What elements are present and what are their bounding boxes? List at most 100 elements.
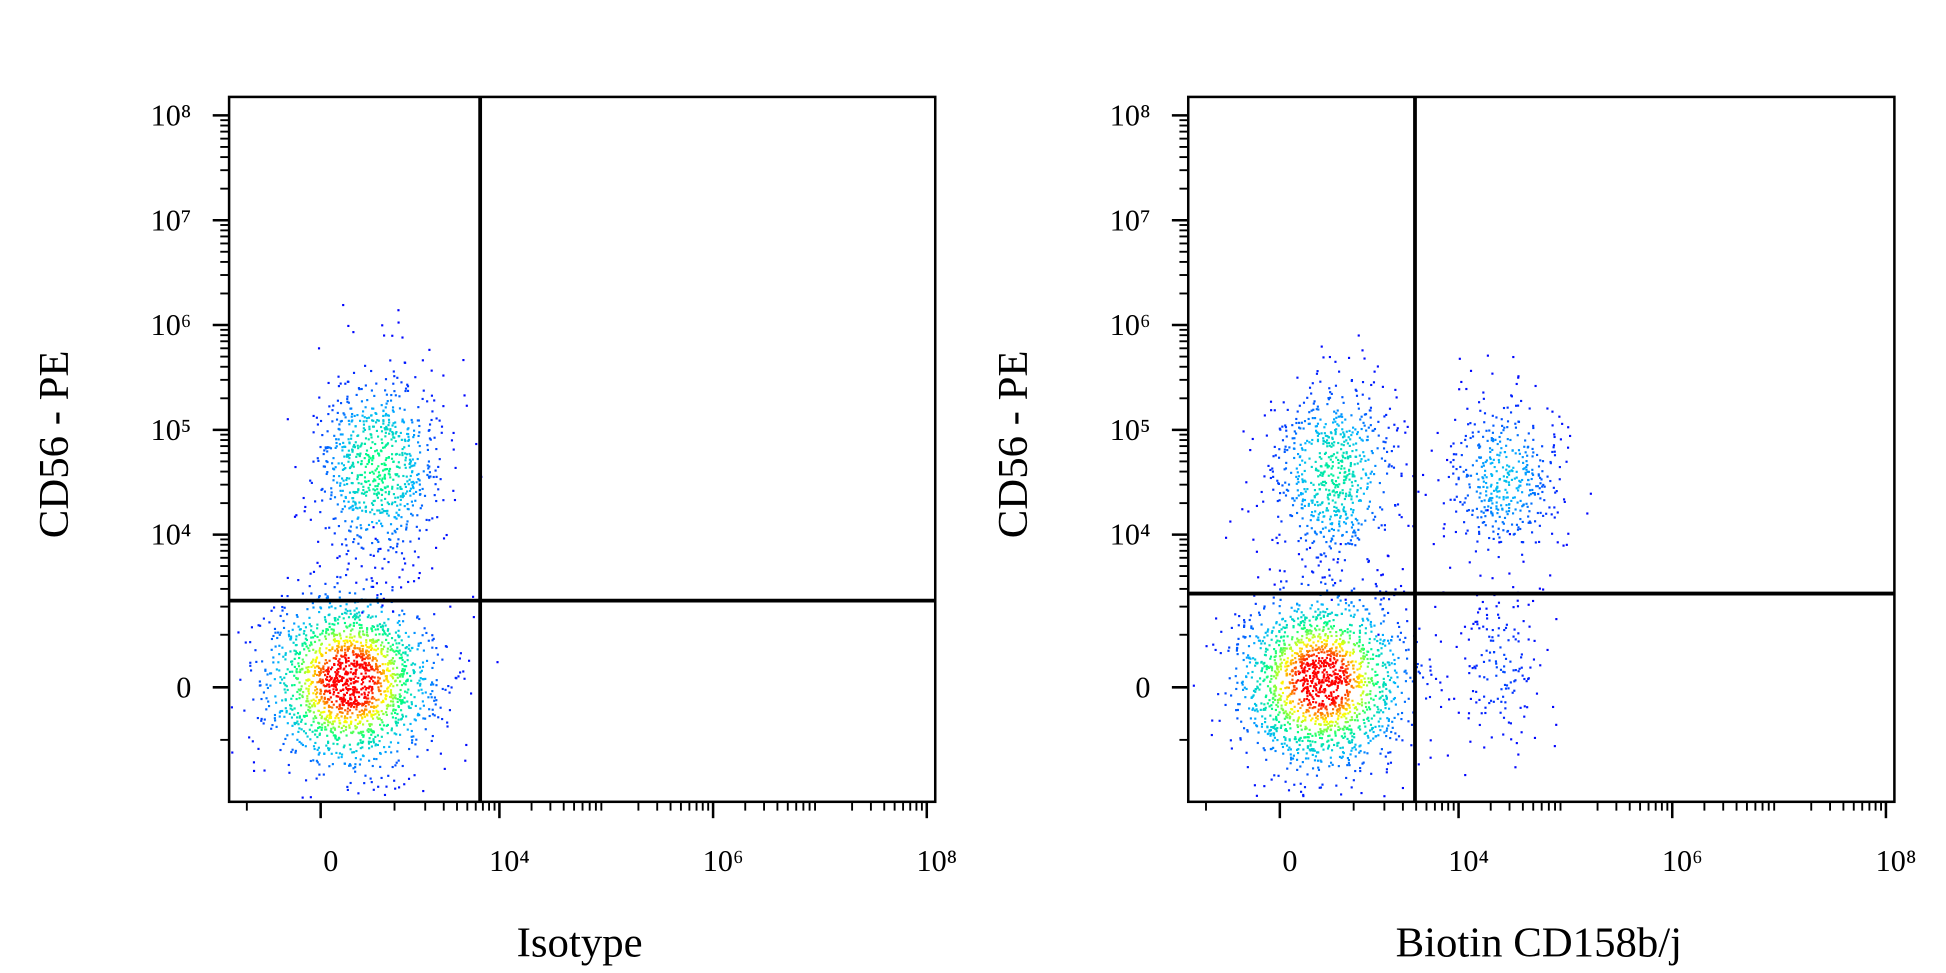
event-dot bbox=[421, 677, 424, 681]
event-dot bbox=[318, 565, 321, 568]
event-dot bbox=[1298, 421, 1301, 424]
event-dot bbox=[386, 732, 389, 735]
event-dot bbox=[254, 649, 257, 652]
event-dot bbox=[406, 654, 409, 657]
event-dot bbox=[1290, 514, 1294, 518]
event-dot bbox=[317, 459, 320, 462]
event-dot bbox=[1374, 682, 1377, 685]
event-dot bbox=[1301, 739, 1304, 743]
event-dot bbox=[1278, 499, 1281, 502]
event-dot bbox=[342, 639, 345, 643]
event-dot bbox=[344, 648, 347, 651]
event-dot bbox=[1362, 468, 1365, 471]
event-dot bbox=[382, 469, 385, 472]
event-dot bbox=[373, 394, 376, 398]
event-dot bbox=[1418, 672, 1421, 675]
event-dot bbox=[1343, 677, 1346, 680]
event-dot bbox=[1356, 609, 1359, 612]
event-dot bbox=[332, 680, 335, 684]
event-dot bbox=[399, 680, 402, 683]
event-dot bbox=[430, 739, 433, 743]
event-dot bbox=[1353, 671, 1356, 674]
event-dot bbox=[397, 309, 400, 312]
event-dot bbox=[378, 664, 382, 668]
event-dot bbox=[353, 446, 356, 449]
event-dot bbox=[342, 668, 345, 671]
event-dot bbox=[1393, 716, 1396, 719]
event-dot bbox=[417, 441, 420, 444]
event-dot bbox=[308, 623, 311, 626]
event-dot bbox=[1328, 721, 1332, 724]
event-dot bbox=[1326, 589, 1329, 592]
event-dot bbox=[380, 649, 383, 652]
event-dot bbox=[1267, 464, 1270, 467]
event-dot bbox=[347, 449, 350, 452]
event-dot bbox=[328, 643, 331, 646]
event-dot bbox=[1303, 669, 1306, 672]
event-dot bbox=[459, 671, 462, 674]
event-dot bbox=[362, 420, 365, 423]
event-dot bbox=[363, 633, 366, 636]
event-dot bbox=[1272, 455, 1275, 458]
event-dot bbox=[1272, 488, 1275, 491]
event-dot bbox=[1393, 662, 1396, 666]
event-dot bbox=[1383, 528, 1386, 531]
event-dot bbox=[1277, 665, 1280, 668]
event-dot bbox=[1281, 708, 1284, 711]
event-dot bbox=[1363, 711, 1366, 714]
event-dot bbox=[1310, 747, 1313, 751]
event-dot bbox=[344, 670, 348, 673]
event-dot bbox=[1308, 674, 1312, 678]
event-dot bbox=[1297, 702, 1300, 705]
event-dot bbox=[396, 483, 399, 486]
event-dot bbox=[1300, 658, 1303, 661]
event-dot bbox=[386, 634, 389, 637]
event-dot bbox=[1324, 582, 1327, 585]
event-dot bbox=[1306, 682, 1309, 686]
event-dot bbox=[339, 604, 342, 608]
event-dot bbox=[309, 518, 312, 521]
event-dot bbox=[340, 753, 344, 756]
event-dot bbox=[416, 473, 419, 477]
event-dot bbox=[361, 650, 364, 653]
event-dot bbox=[392, 410, 395, 413]
event-dot bbox=[1360, 458, 1363, 461]
event-dot bbox=[412, 429, 416, 432]
event-dot bbox=[1365, 474, 1368, 477]
event-dot bbox=[407, 635, 410, 638]
event-dot bbox=[1322, 610, 1325, 613]
event-dot bbox=[1349, 438, 1352, 441]
event-dot bbox=[354, 770, 357, 773]
event-dot bbox=[1352, 779, 1355, 782]
event-dot bbox=[1319, 759, 1322, 762]
event-dot bbox=[372, 680, 375, 683]
event-dot bbox=[1354, 517, 1357, 520]
event-dot bbox=[260, 697, 263, 701]
event-dot bbox=[1332, 643, 1335, 646]
event-dot bbox=[1314, 741, 1317, 744]
event-dot bbox=[405, 680, 408, 683]
event-dot bbox=[330, 491, 333, 494]
event-dot bbox=[393, 375, 396, 378]
event-dot bbox=[275, 668, 278, 671]
event-dot bbox=[1381, 608, 1384, 611]
event-dot bbox=[343, 500, 346, 503]
event-dot bbox=[1356, 519, 1359, 522]
event-dot bbox=[1212, 643, 1215, 646]
event-dot bbox=[1384, 441, 1387, 444]
event-dot bbox=[1354, 680, 1357, 683]
event-dot bbox=[352, 497, 355, 500]
event-dot bbox=[316, 561, 319, 564]
event-dot bbox=[1298, 658, 1301, 661]
event-dot bbox=[1314, 687, 1318, 690]
event-dot bbox=[383, 468, 386, 471]
event-dot bbox=[399, 485, 402, 489]
event-dot bbox=[317, 753, 320, 756]
event-dot bbox=[1384, 666, 1388, 669]
event-dot bbox=[356, 491, 359, 494]
event-dot bbox=[1348, 764, 1351, 767]
event-dot bbox=[1266, 675, 1269, 678]
event-dot bbox=[376, 711, 379, 714]
event-dot bbox=[334, 686, 337, 689]
event-dot bbox=[1297, 475, 1301, 478]
